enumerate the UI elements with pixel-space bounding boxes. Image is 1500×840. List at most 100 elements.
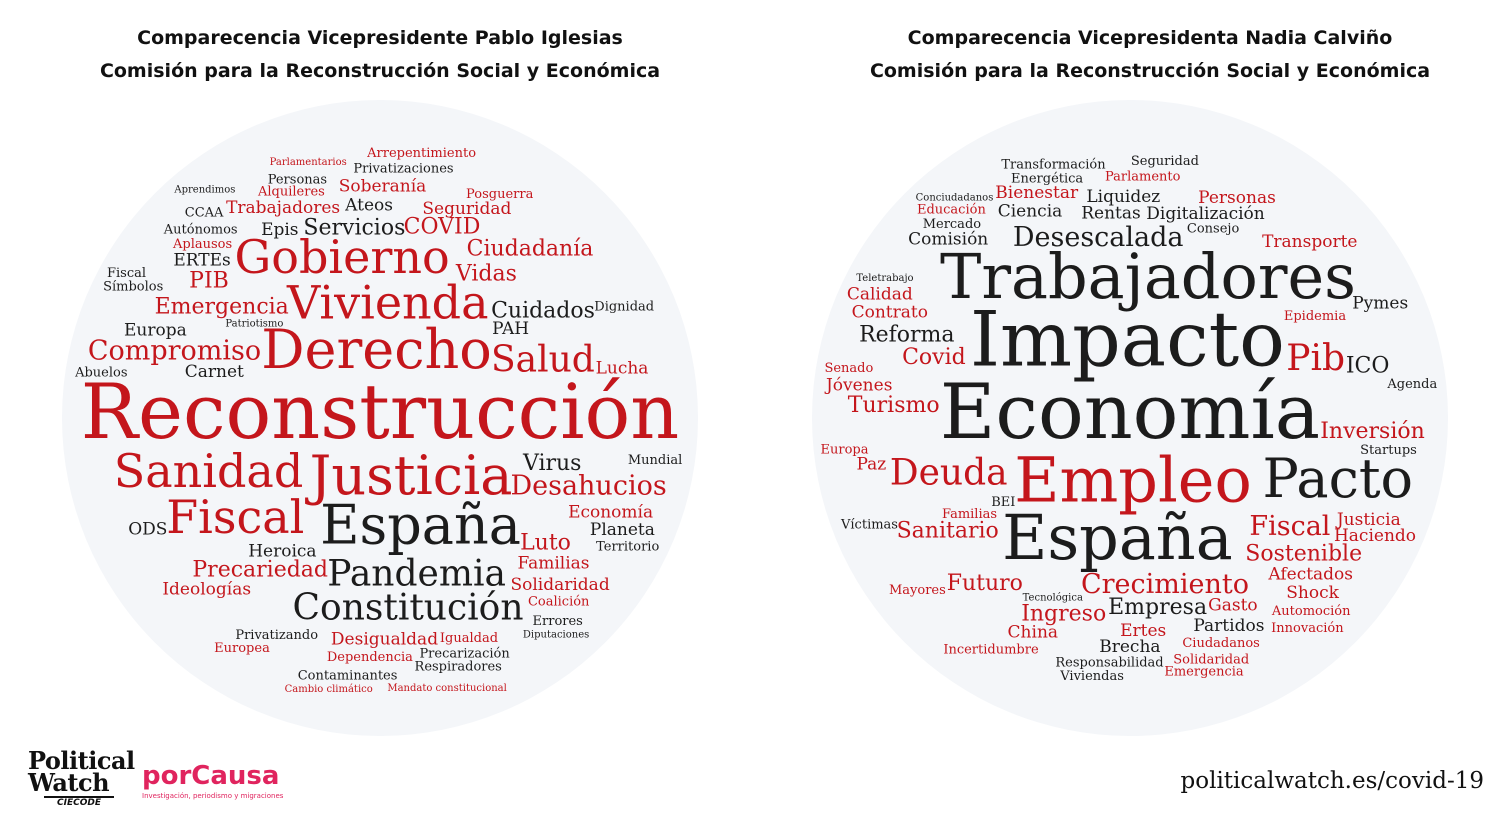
right-cloud-word: Deuda bbox=[890, 452, 1008, 493]
right-cloud-word: Calidad bbox=[847, 284, 913, 304]
left-cloud-word: Privatizando bbox=[235, 628, 318, 643]
right-cloud-word: Emergencia bbox=[1164, 664, 1244, 679]
left-cloud-word: Salud bbox=[491, 340, 595, 381]
left-cloud-word: Desahucios bbox=[510, 470, 666, 501]
right-cloud-word: Teletrabajo bbox=[856, 273, 913, 284]
left-cloud-word: Fiscal bbox=[166, 490, 304, 544]
left-cloud-word: Heroica bbox=[248, 542, 316, 562]
left-cloud-word: Vivienda bbox=[286, 275, 489, 329]
porcausa-name: porCausa bbox=[142, 761, 280, 791]
right-cloud-word: Ertes bbox=[1120, 621, 1166, 641]
left-cloud-word: Autónomos bbox=[163, 223, 238, 238]
left-cloud-word: Alquileres bbox=[257, 185, 325, 200]
left-cloud-word: Cuidados bbox=[491, 298, 595, 323]
left-cloud-word: Contaminantes bbox=[298, 669, 398, 684]
right-title: Comparecencia Vicepresidenta Nadia Calvi… bbox=[790, 22, 1500, 88]
right-word-cloud: Economía Impacto Empleo España Trabajadores P… bbox=[812, 100, 1448, 736]
left-cloud-word: Seguridad bbox=[422, 199, 511, 219]
left-cloud-word: España bbox=[320, 494, 521, 557]
left-title: Comparecencia Vicepresidente Pablo Igles… bbox=[20, 22, 740, 88]
left-cloud-word: Compromiso bbox=[88, 335, 261, 366]
left-cloud-word: Parlamentarios bbox=[270, 157, 347, 168]
right-cloud-word: Ingreso bbox=[1021, 602, 1106, 627]
right-cloud-word: Mercado bbox=[923, 217, 982, 232]
left-cloud-word: Diputaciones bbox=[523, 629, 589, 640]
right-cloud-word: Epidemia bbox=[1284, 309, 1346, 324]
right-cloud-word: Justicia bbox=[1335, 510, 1401, 530]
right-cloud-word: Responsabilidad bbox=[1055, 655, 1163, 670]
left-cloud-word: Aplausos bbox=[172, 237, 232, 252]
left-cloud-word: Cambio climático bbox=[285, 684, 373, 695]
porcausa-logo[interactable]: porCausa Investigación, periodismo y mig… bbox=[142, 761, 284, 802]
left-cloud-word: Gobierno bbox=[235, 230, 450, 284]
right-cloud-word: Senado bbox=[824, 361, 873, 376]
right-cloud-word: Inversión bbox=[1320, 419, 1425, 444]
left-cloud-word: Errores bbox=[533, 614, 583, 629]
left-cloud-word: Europa bbox=[124, 321, 187, 341]
left-cloud-word: Sanidad bbox=[114, 444, 304, 498]
right-cloud-word: Personas bbox=[1198, 188, 1276, 208]
left-cloud-word: Epis bbox=[261, 220, 298, 240]
right-cloud-word: Incertidumbre bbox=[943, 643, 1039, 658]
left-cloud-word: Derecho bbox=[261, 318, 492, 381]
left-cloud-word: Emergencia bbox=[155, 295, 289, 320]
left-cloud-word: Pandemia bbox=[327, 554, 506, 595]
left-cloud-word: Dignidad bbox=[594, 299, 654, 314]
left-cloud-word: Precarización bbox=[419, 647, 510, 662]
right-cloud-word: Agenda bbox=[1386, 377, 1437, 392]
left-cloud-word: Desigualdad bbox=[331, 630, 438, 650]
right-cloud-word: Partidos bbox=[1193, 616, 1264, 636]
right-cloud-word: Ciudadanos bbox=[1182, 636, 1260, 651]
left-cloud-word: Trabajadores bbox=[226, 198, 340, 218]
left-cloud-word: Ideologías bbox=[162, 580, 251, 600]
left-cloud-word: Constitución bbox=[292, 588, 523, 629]
left-cloud-word: Solidaridad bbox=[510, 575, 609, 595]
right-cloud-word: Pymes bbox=[1352, 294, 1408, 314]
left-cloud-word: PIB bbox=[189, 268, 229, 293]
left-cloud-word: Virus bbox=[522, 451, 582, 476]
right-cloud-word: Contrato bbox=[852, 302, 928, 322]
political-watch-logo[interactable]: Political Watch CIECODE bbox=[28, 746, 135, 812]
left-cloud-word: Respiradores bbox=[415, 660, 502, 675]
right-cloud-word: Gasto bbox=[1208, 596, 1258, 616]
left-cloud-word: Posguerra bbox=[466, 187, 534, 202]
right-cloud-word: Brecha bbox=[1099, 637, 1160, 657]
left-cloud-word: Servicios bbox=[303, 215, 405, 240]
right-cloud-word: Pib bbox=[1286, 338, 1345, 379]
right-cloud-word: Jóvenes bbox=[824, 375, 892, 395]
right-cloud-word: Empresa bbox=[1108, 595, 1207, 620]
left-cloud-word: Aprendimos bbox=[173, 185, 235, 196]
left-title-line2: Comisión para la Reconstrucción Social y… bbox=[99, 60, 661, 82]
right-cloud-word: ICO bbox=[1346, 353, 1390, 378]
porcausa-tagline: Investigación, periodismo y migraciones bbox=[142, 792, 284, 800]
right-cloud-word: Reforma bbox=[859, 322, 954, 347]
right-cloud-word: BEI bbox=[991, 495, 1015, 510]
political-watch-logo-line1: Political bbox=[28, 746, 135, 775]
right-cloud-word: Transformación bbox=[1001, 158, 1106, 173]
left-cloud-word: Luto bbox=[520, 531, 571, 556]
left-cloud-word: Patriotismo bbox=[225, 319, 283, 330]
right-cloud-word: Paz bbox=[857, 455, 887, 475]
right-cloud-word: Economía bbox=[940, 367, 1320, 456]
left-cloud-word: Personas bbox=[268, 172, 327, 187]
left-cloud-word: Europea bbox=[214, 641, 270, 656]
left-title-line1: Comparecencia Vicepresidente Pablo Igles… bbox=[137, 27, 623, 49]
right-cloud-word: Haciendo bbox=[1334, 526, 1416, 546]
right-cloud-word: Pacto bbox=[1263, 447, 1414, 510]
left-cloud-word: ERTEs bbox=[173, 250, 230, 270]
left-cloud-word: ODS bbox=[128, 520, 167, 540]
right-cloud-word: Bienestar bbox=[995, 183, 1079, 203]
right-cloud-word: Rentas bbox=[1081, 203, 1141, 223]
right-cloud-word: Crecimiento bbox=[1081, 569, 1249, 600]
left-cloud-word: Igualdad bbox=[440, 631, 498, 646]
right-cloud-word: Digitalización bbox=[1146, 204, 1265, 224]
right-cloud-word: Solidaridad bbox=[1173, 652, 1249, 667]
left-cloud-word: Vidas bbox=[455, 262, 517, 287]
right-cloud-word: Mayores bbox=[889, 583, 946, 598]
footer-url[interactable]: politicalwatch.es/covid-19 bbox=[1180, 768, 1484, 794]
right-cloud-word: Startups bbox=[1360, 443, 1417, 458]
right-cloud-word: Futuro bbox=[947, 571, 1023, 596]
left-cloud-word: Coalición bbox=[528, 595, 590, 610]
left-cloud-word: Planeta bbox=[590, 520, 655, 540]
